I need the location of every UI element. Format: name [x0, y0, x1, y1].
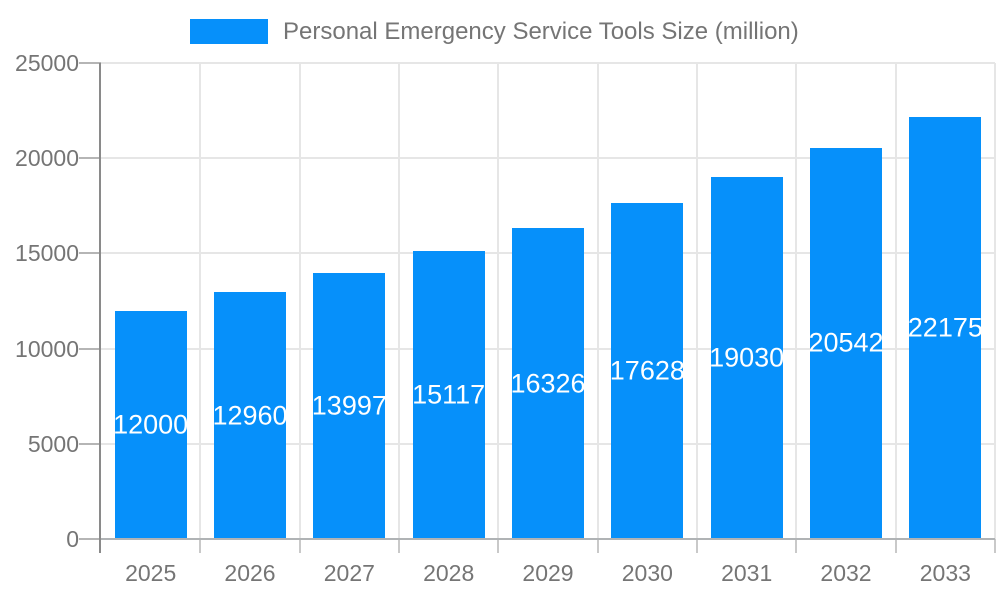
x-tick-label: 2025: [125, 560, 177, 586]
x-tick-label: 2027: [323, 560, 375, 586]
x-tick-label: 2026: [224, 560, 276, 586]
y-tick-label: 20000: [15, 145, 79, 172]
y-tick-label: 25000: [15, 50, 79, 76]
y-tick-label: 10000: [15, 335, 79, 362]
y-tick: [79, 442, 101, 445]
gridline-x: [298, 63, 301, 539]
gridline-y-20000: [101, 157, 995, 160]
gridline-x: [795, 63, 798, 539]
y-tick: [79, 347, 101, 350]
x-tick: [596, 539, 599, 553]
x-tick-label: 2031: [721, 560, 773, 586]
gridline-y-25000: [101, 62, 995, 64]
gridline-x: [398, 63, 400, 539]
y-tick-label: 0: [66, 526, 79, 552]
gridline-x: [696, 63, 698, 539]
bar-value-label: 19030: [709, 342, 785, 373]
bar-value-label: 12000: [113, 409, 189, 440]
x-tick: [199, 539, 202, 553]
bar-2030[interactable]: 17628: [609, 203, 685, 539]
plot-area: 12000 12960 13997 15117 16326 17628 19030 20542…: [101, 62, 996, 540]
x-tick: [795, 539, 798, 553]
bar-value-label: 16326: [510, 368, 586, 399]
bar-2027[interactable]: 13997: [311, 272, 387, 539]
gridline-x: [596, 63, 599, 539]
y-axis-line: [99, 63, 101, 553]
bar-value-label: 15117: [412, 379, 486, 410]
bar-2029[interactable]: 16326: [510, 228, 586, 539]
y-tick-label: 5000: [27, 430, 79, 457]
gridline-y-0: [101, 538, 995, 540]
y-tick: [79, 157, 101, 160]
x-tick: [497, 539, 500, 553]
bar-value-label: 17628: [609, 355, 685, 386]
x-tick: [696, 539, 698, 553]
bar-2028[interactable]: 15117: [412, 251, 486, 539]
x-tick: [398, 539, 400, 553]
bar-value-label: 13997: [311, 390, 387, 421]
x-tick-label: 2032: [820, 560, 872, 586]
bar-value-label: 12960: [212, 400, 288, 431]
y-tick-label: 15000: [15, 240, 79, 267]
bar-2033[interactable]: 22175: [907, 116, 983, 539]
y-tick: [79, 538, 101, 540]
bar-value-label: 22175: [907, 312, 983, 343]
y-tick: [79, 252, 101, 255]
bar-2032[interactable]: 20542: [808, 147, 884, 539]
bar-2026[interactable]: 12960: [212, 292, 288, 539]
x-tick-label: 2030: [621, 560, 673, 586]
legend-swatch: [190, 19, 268, 44]
bar-value-label: 20542: [808, 327, 884, 358]
x-tick: [298, 539, 301, 553]
x-tick-label: 2028: [423, 560, 475, 586]
x-tick: [894, 539, 897, 553]
x-tick-label: 2033: [919, 560, 971, 586]
gridline-x: [497, 63, 500, 539]
bar-2025[interactable]: 12000: [113, 310, 189, 539]
bar-2031[interactable]: 19030: [709, 176, 785, 539]
x-tick: [994, 539, 996, 553]
gridline-x: [994, 63, 996, 539]
gridline-x: [199, 63, 202, 539]
legend-label: Personal Emergency Service Tools Size (m…: [283, 18, 799, 45]
y-tick: [79, 62, 101, 64]
x-tick-label: 2029: [522, 560, 574, 586]
gridline-x: [894, 63, 897, 539]
